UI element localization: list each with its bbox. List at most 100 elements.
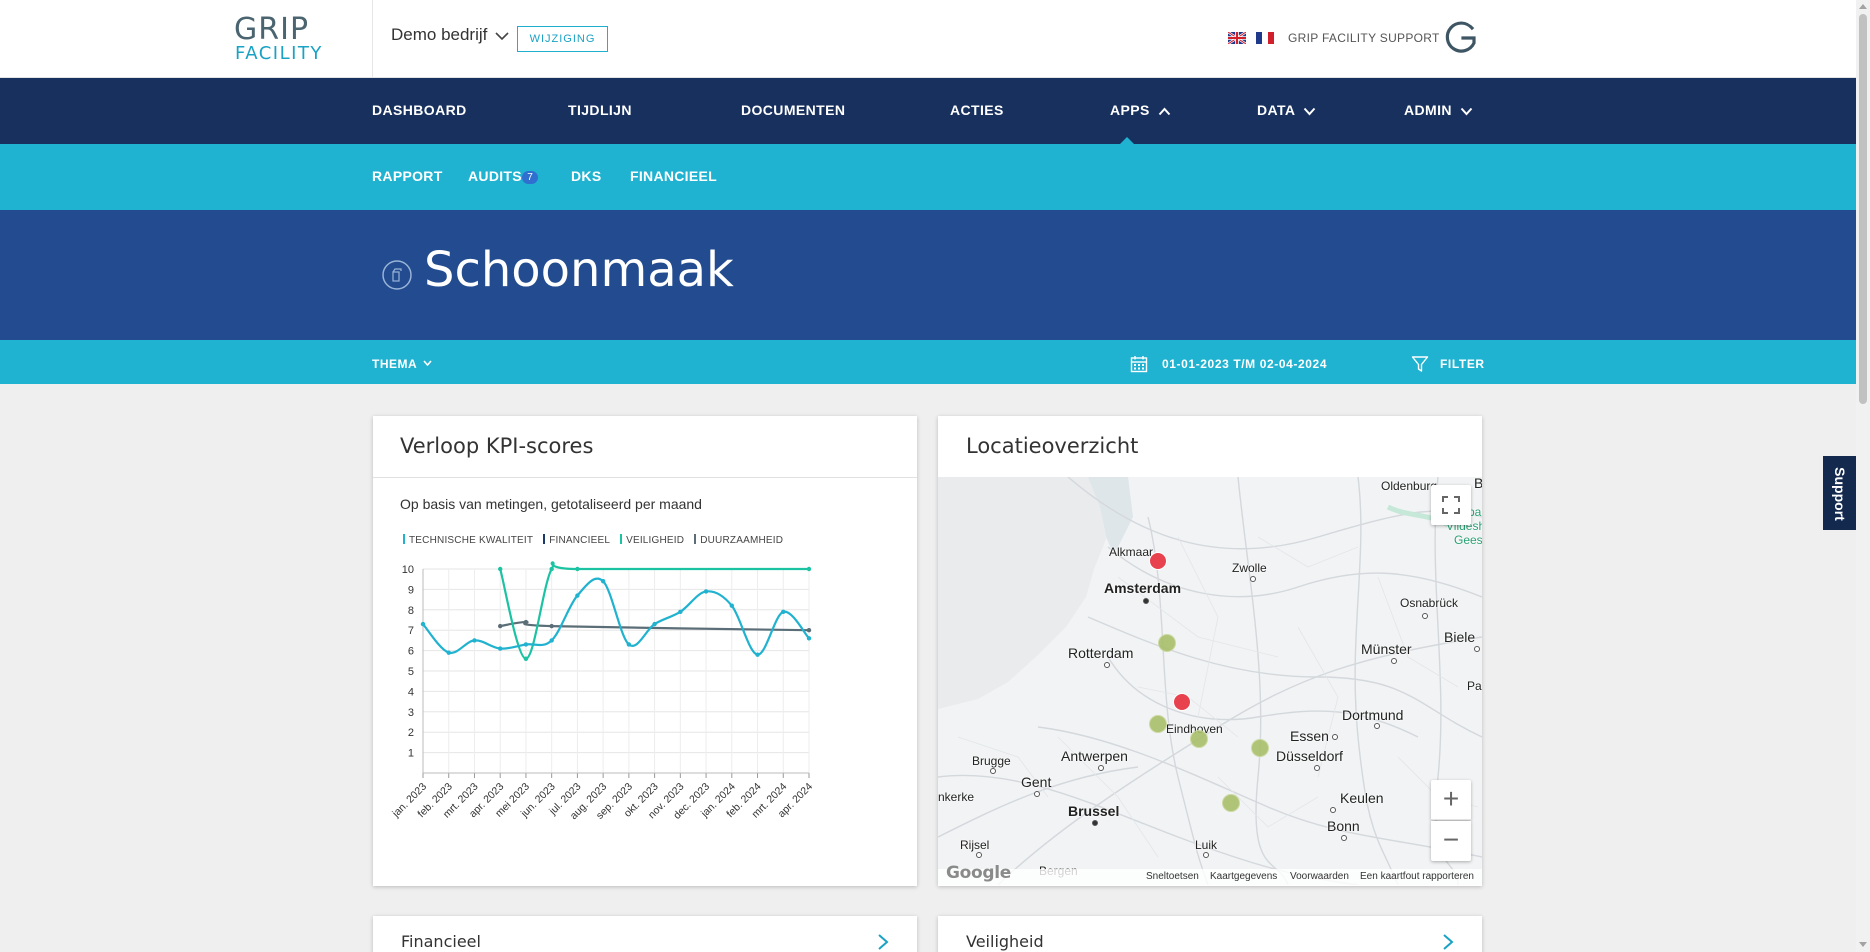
company-name[interactable]: Demo bedrijf	[391, 25, 488, 44]
date-range-selector[interactable]: 01-01-2023 T/M 02-04-2024	[1162, 357, 1328, 371]
location-marker-green[interactable]	[1222, 794, 1240, 812]
map-city-dot	[1104, 662, 1110, 668]
filter-funnel-icon[interactable]	[1411, 355, 1429, 373]
veiligheid-card[interactable]: Veiligheid	[938, 916, 1482, 952]
top-header: GRIP FACILITY Demo bedrijf WIJZIGING GRI…	[0, 0, 1856, 78]
map-city-bonn: Bonn	[1327, 818, 1360, 834]
support-tab[interactable]: Support	[1823, 456, 1856, 530]
kpi-card-title: Verloop KPI-scores	[400, 434, 594, 458]
map-city-amsterdam: Amsterdam	[1104, 580, 1182, 596]
legend-veiligheid[interactable]: VEILIGHEID	[620, 534, 684, 546]
calendar-icon[interactable]	[1130, 355, 1148, 373]
legend-financieel[interactable]: FINANCIEEL	[543, 534, 610, 546]
data-point-technische-kwaliteit	[806, 636, 812, 641]
map-city-dot	[1332, 734, 1338, 740]
uk-flag-icon[interactable]	[1228, 32, 1246, 44]
legend-technische-kwaliteit[interactable]: TECHNISCHE KWALITEIT	[403, 534, 533, 546]
map-city-brugge: Brugge	[972, 754, 1011, 768]
map-city-dot	[1098, 765, 1104, 771]
location-marker-green[interactable]	[1158, 634, 1176, 652]
y-tick-label: 10	[402, 564, 414, 576]
map-fullscreen-button[interactable]	[1431, 485, 1471, 525]
location-marker-red[interactable]	[1149, 552, 1167, 570]
change-company-button[interactable]: WIJZIGING	[517, 26, 608, 52]
nav-admin[interactable]: ADMIN	[1404, 102, 1473, 118]
chevron-right-icon	[1443, 934, 1454, 950]
location-marker-green[interactable]	[1251, 739, 1269, 757]
data-point-technische-kwaliteit	[575, 593, 580, 598]
page-title-band	[0, 210, 1856, 340]
nav-acties[interactable]: ACTIES	[950, 102, 1004, 118]
data-point-technische-kwaliteit	[729, 603, 734, 608]
nav-apps[interactable]: APPS	[1110, 102, 1171, 118]
grip-g-logo[interactable]	[1444, 21, 1478, 55]
location-marker-green[interactable]	[1149, 715, 1167, 733]
map-shortcuts-link[interactable]: Sneltoetsen	[1146, 871, 1199, 882]
scroll-down-arrow[interactable]	[1859, 942, 1867, 947]
data-point-technische-kwaliteit	[472, 638, 477, 643]
nav-data[interactable]: DATA	[1257, 102, 1316, 118]
map-city-dot	[976, 852, 982, 858]
subnav-dks[interactable]: DKS	[571, 168, 602, 184]
thema-dropdown[interactable]: THEMA	[372, 357, 432, 371]
data-point-technische-kwaliteit	[755, 652, 760, 657]
y-tick-label: 6	[408, 646, 414, 658]
data-point-technische-kwaliteit	[523, 642, 529, 647]
map-report-error-link[interactable]: Een kaartfout rapporteren	[1360, 871, 1474, 882]
y-tick-label: 4	[408, 686, 414, 698]
y-tick-label: 5	[408, 666, 414, 678]
map-city-dot	[1341, 835, 1347, 841]
map-data-link[interactable]: Kaartgegevens	[1210, 871, 1278, 882]
filter-button[interactable]: FILTER	[1440, 357, 1485, 371]
y-tick-label: 1	[408, 748, 414, 760]
map-city-oldenburg: Oldenburg	[1381, 479, 1438, 493]
financieel-card[interactable]: Financieel	[373, 916, 917, 952]
location-marker-red[interactable]	[1173, 693, 1191, 711]
subnav-audits[interactable]: AUDITS	[468, 168, 522, 184]
grip-facility-logo[interactable]: GRIP FACILITY	[234, 12, 323, 64]
nav-documenten[interactable]: DOCUMENTEN	[741, 102, 846, 118]
map-city-antwerpen: Antwerpen	[1061, 748, 1128, 764]
veiligheid-card-title: Veiligheid	[966, 932, 1044, 951]
chevron-down-icon	[1460, 107, 1473, 116]
kpi-card-subtitle: Op basis van metingen, getotaliseerd per…	[400, 496, 702, 512]
subnav-financieel[interactable]: FINANCIEEL	[630, 168, 717, 184]
nav-tijdlijn[interactable]: TIJDLIJN	[568, 102, 632, 118]
google-logo[interactable]: Google	[946, 863, 1012, 883]
data-point-duurzaamheid	[523, 619, 529, 625]
data-point-technische-kwaliteit	[600, 579, 606, 584]
data-point-technische-kwaliteit	[703, 589, 709, 594]
map-city-nkerke: nkerke	[938, 790, 975, 804]
data-point-veiligheid	[575, 566, 580, 572]
map-terms-link[interactable]: Voorwaarden	[1290, 871, 1349, 882]
scroll-thumb[interactable]	[1859, 14, 1867, 404]
data-point-technische-kwaliteit	[549, 638, 554, 643]
map-city-gent: Gent	[1021, 774, 1052, 790]
chevron-down-icon	[422, 360, 432, 367]
chevron-down-icon	[1303, 107, 1316, 116]
map-city-dusseldorf: Düsseldorf	[1276, 748, 1343, 764]
card-divider	[373, 477, 917, 478]
page-scrollbar[interactable]	[1856, 0, 1870, 952]
chevron-down-icon[interactable]	[494, 30, 510, 42]
map-zoom-in-button[interactable]: +	[1431, 780, 1471, 820]
map-city-dot	[1034, 791, 1040, 797]
legend-duurzaamheid[interactable]: DUURZAAMHEID	[694, 534, 783, 546]
map-card-title: Locatieoverzicht	[966, 434, 1139, 458]
scroll-up-arrow[interactable]	[1859, 4, 1867, 9]
map-city-dortmund: Dortmund	[1342, 707, 1404, 723]
map-city-dot	[1250, 576, 1256, 582]
map-city-dot	[1092, 820, 1098, 826]
map-zoom-out-button[interactable]: −	[1431, 821, 1471, 861]
map-city-dot	[1422, 613, 1428, 619]
data-point-duurzaamheid	[549, 623, 554, 629]
map-city-osnabruck: Osnabrück	[1400, 596, 1459, 610]
grip-facility-support-link[interactable]: GRIP FACILITY SUPPORT	[1288, 31, 1440, 45]
location-marker-green[interactable]	[1190, 730, 1208, 748]
fullscreen-icon	[1442, 496, 1460, 514]
data-point-duurzaamheid	[806, 628, 812, 633]
location-map[interactable]: Oldenburg B pa Vildesha Gees Alkmaar Zwo…	[938, 477, 1482, 885]
france-flag-icon[interactable]	[1256, 32, 1274, 44]
nav-dashboard[interactable]: DASHBOARD	[372, 102, 467, 118]
subnav-rapport[interactable]: RAPPORT	[372, 168, 443, 184]
